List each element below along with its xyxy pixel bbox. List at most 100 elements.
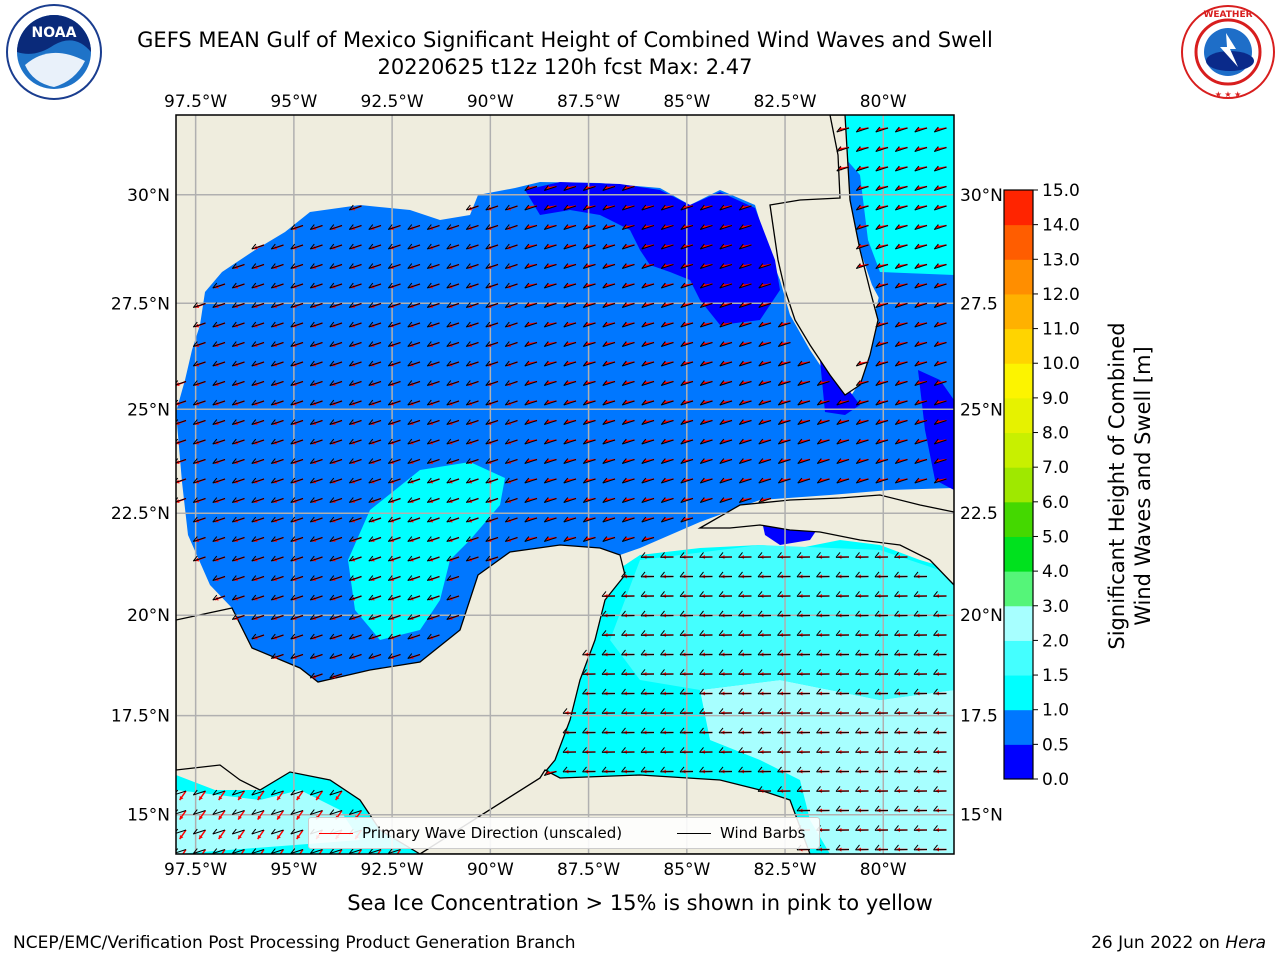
wind-barb-flag — [875, 399, 881, 406]
wind-barb-flag — [582, 185, 588, 191]
wave-direction-arrowhead — [180, 855, 184, 859]
wind-barb — [680, 303, 694, 308]
wind-barb-flag — [368, 848, 374, 854]
wind-barb — [232, 829, 245, 835]
wind-barb-flag — [914, 341, 920, 347]
wind-barb-flag — [251, 399, 257, 406]
wind-barb — [934, 400, 947, 406]
wind-barb-flag — [485, 282, 491, 289]
wind-barb — [505, 244, 518, 250]
wind-barb — [895, 127, 908, 133]
wind-barb-flag — [563, 458, 569, 464]
wind-barb — [661, 439, 674, 445]
wind-barb — [212, 342, 226, 347]
wind-barb-flag — [641, 224, 647, 230]
wind-barb-flag — [348, 399, 354, 406]
sea-ice-note: Sea Ice Concentration > 15% is shown in … — [347, 891, 933, 915]
wind-barb-flag — [387, 575, 393, 581]
wind-barb — [446, 283, 460, 289]
wind-barb-flag — [660, 341, 666, 347]
wind-barb — [232, 517, 245, 523]
wind-barb-flag — [796, 649, 802, 656]
wind-barb — [368, 634, 382, 640]
wind-barb-flag — [855, 438, 861, 445]
wind-barb-flag — [816, 747, 821, 753]
wind-barb-flag — [387, 224, 393, 230]
wind-barb — [661, 381, 674, 386]
wind-barb — [271, 576, 284, 581]
wind-barb — [797, 459, 811, 464]
wind-barb-flag — [387, 419, 393, 425]
wind-barb-flag — [407, 575, 413, 581]
lat-tick-left: 15°N — [127, 806, 170, 826]
wind-barb — [934, 205, 947, 211]
wave-direction-arrowhead — [394, 855, 398, 859]
wind-barb — [290, 537, 304, 542]
wind-barb — [368, 342, 382, 347]
wind-barb-flag — [874, 630, 880, 636]
wind-barb-flag — [894, 630, 899, 636]
wind-barb — [739, 225, 752, 230]
wind-barb-flag — [855, 610, 860, 617]
wind-barb — [700, 498, 713, 503]
wind-barb — [505, 381, 518, 386]
wind-barb-flag — [894, 341, 900, 347]
florida-land — [769, 115, 879, 396]
wind-barb — [934, 420, 947, 425]
wind-barb-flag — [680, 399, 686, 406]
wind-barb — [875, 322, 889, 328]
lon-tick-top: 90°W — [467, 92, 514, 112]
wind-barb-flag — [894, 477, 900, 484]
wind-barb-flag — [543, 438, 549, 445]
wind-barb-flag — [329, 360, 335, 367]
wind-barb — [524, 439, 538, 445]
wind-barb-flag — [875, 419, 881, 425]
wind-barb-flag — [875, 243, 881, 250]
wind-barb — [700, 381, 713, 386]
wind-barb-flag — [894, 688, 899, 695]
wind-barb — [583, 381, 596, 386]
wind-barb-flag — [660, 419, 666, 425]
wind-barb-flag — [329, 419, 335, 425]
wind-barb-flag — [407, 263, 413, 269]
wind-barb-flag — [290, 536, 296, 542]
wind-barb-flag — [894, 263, 900, 269]
wind-barb — [505, 361, 518, 367]
yucatan-land — [176, 544, 626, 854]
wind-barb — [875, 244, 889, 250]
wind-barb — [368, 517, 382, 523]
wind-barb — [895, 283, 908, 289]
wind-barb-flag — [602, 399, 608, 406]
wind-barb — [602, 537, 616, 542]
wind-barb-flag — [621, 458, 627, 464]
wind-barb-flag — [602, 321, 608, 328]
wave-direction-arrow — [201, 849, 207, 854]
wind-barb-flag — [290, 380, 296, 386]
wind-barb-flag — [757, 786, 763, 792]
wind-barb — [875, 127, 889, 133]
wind-barb-flag — [465, 380, 471, 386]
wind-barb-flag — [426, 224, 432, 230]
wind-barb-flag — [699, 243, 705, 250]
wind-barb-flag — [290, 341, 296, 347]
wind-barb-flag — [933, 146, 939, 152]
wind-barb-flag — [387, 380, 393, 386]
wind-barb — [719, 400, 733, 406]
wind-barb — [485, 478, 499, 484]
wind-barb-flag — [446, 302, 452, 308]
wind-barb-flag — [719, 204, 725, 211]
wind-barb-flag — [348, 653, 354, 659]
wind-barb — [310, 634, 323, 640]
colorbar-tick-label: 3.0 — [1042, 597, 1069, 617]
wind-barb-flag — [914, 185, 920, 191]
wind-barb-flag — [933, 786, 938, 792]
wind-barb-flag — [660, 243, 666, 250]
wind-barb-flag — [875, 224, 881, 230]
wind-barb-flag — [855, 165, 861, 172]
wind-barb-flag — [543, 497, 549, 503]
wind-barb-flag — [660, 708, 665, 714]
wind-barb-flag — [407, 458, 413, 464]
wind-barb — [329, 673, 343, 679]
colorbar-segment — [1004, 744, 1033, 780]
wind-barb-flag — [913, 805, 919, 812]
